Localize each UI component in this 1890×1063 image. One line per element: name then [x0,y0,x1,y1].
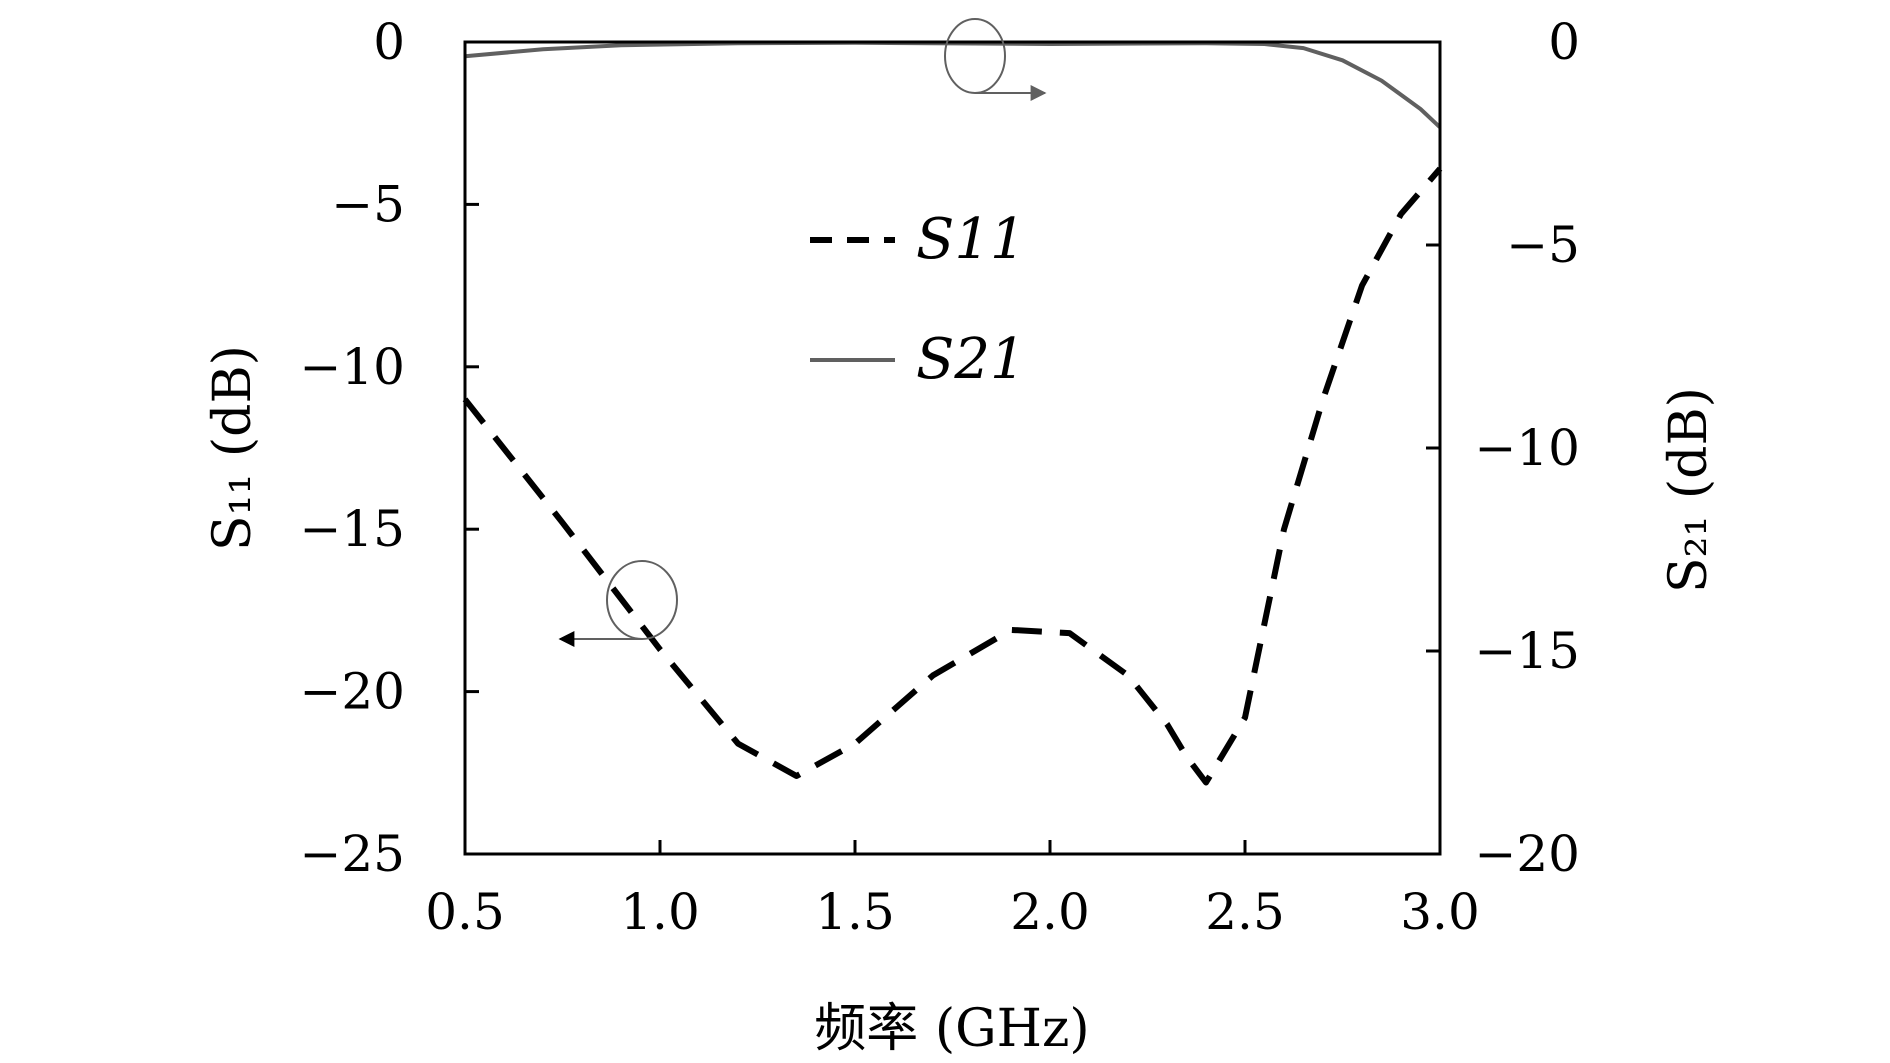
left-y-tick-label: −25 [299,825,405,883]
right-y-tick-label: 0 [1548,13,1580,71]
left-y-tick-label: −10 [299,338,405,396]
x-axis-label: 频率 (GHz) [814,999,1089,1059]
s11-axis-indicator [558,560,678,647]
left-y-axis-label: S₁₁ (dB) [203,345,263,551]
left-y-tick-label: −20 [299,663,405,721]
plot-frame [463,40,1442,856]
right-y-tick-label: −10 [1474,419,1580,477]
series-layer [462,40,1443,786]
left-y-tick-label: −5 [331,175,405,233]
x-tick-label: 3.0 [1400,883,1480,941]
right-y-tick-label: −5 [1506,216,1580,274]
legend: S11 S21 [810,207,1026,392]
series-line-s21 [464,40,1442,129]
x-tick-label: 1.5 [815,883,895,941]
x-tick-label: 1.0 [620,883,700,941]
x-tick-label: 0.5 [425,883,505,941]
series-line-s11 [462,166,1443,786]
right-y-axis-label: S₂₁ (dB) [1659,387,1719,593]
left-y-tick-label: 0 [373,13,405,71]
right-y-tick-label: −20 [1474,825,1580,883]
x-tick-label: 2.5 [1205,883,1285,941]
x-tick-label: 2.0 [1010,883,1090,941]
s21-indicator-circle [944,18,1006,94]
legend-s11-label: S11 [916,207,1026,272]
ticks-layer: 0.5 1.0 1.5 2.0 2.5 3.0 0 −5 −10 −15 −20 −25 0 −5 −10 −… [299,13,1580,941]
s21-axis-indicator [944,18,1047,101]
legend-s21-label: S21 [916,327,1026,392]
left-y-tick-label: −15 [299,500,405,558]
right-y-tick-label: −15 [1474,622,1580,680]
